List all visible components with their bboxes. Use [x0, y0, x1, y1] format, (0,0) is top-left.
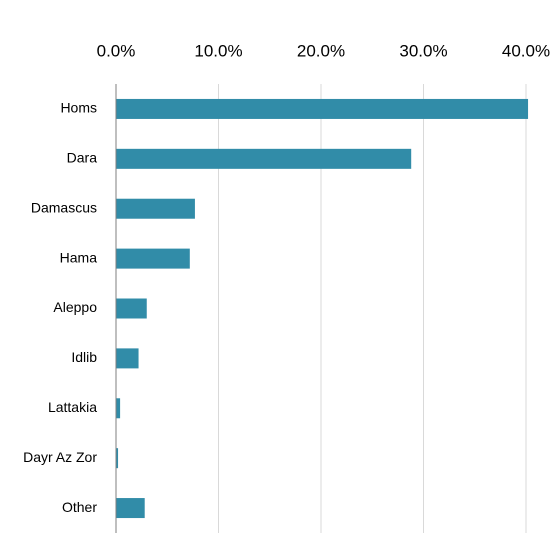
y-tick-label: Other [62, 499, 97, 515]
y-tick-label: Aleppo [53, 299, 97, 315]
bar [116, 448, 119, 469]
y-tick-label: Hama [60, 249, 98, 265]
x-tick-label: 10.0% [194, 41, 242, 60]
bar [116, 248, 190, 269]
y-tick-label: Dara [67, 150, 98, 166]
bar [116, 498, 145, 519]
y-tick-label: Dayr Az Zor [23, 449, 97, 465]
x-tick-label: 30.0% [399, 41, 447, 60]
x-tick-label: 40.0% [502, 41, 550, 60]
y-tick-label: Lattakia [48, 399, 97, 415]
bar [116, 398, 121, 419]
bar [116, 348, 139, 369]
y-tick-label: Damascus [31, 199, 97, 215]
bar [116, 148, 412, 169]
y-tick-label: Homs [60, 100, 97, 116]
bar [116, 298, 147, 319]
x-tick-label: 20.0% [297, 41, 345, 60]
x-tick-label: 0.0% [97, 41, 136, 60]
y-tick-label: Idlib [71, 349, 97, 365]
bar [116, 98, 529, 119]
bar [116, 198, 195, 219]
